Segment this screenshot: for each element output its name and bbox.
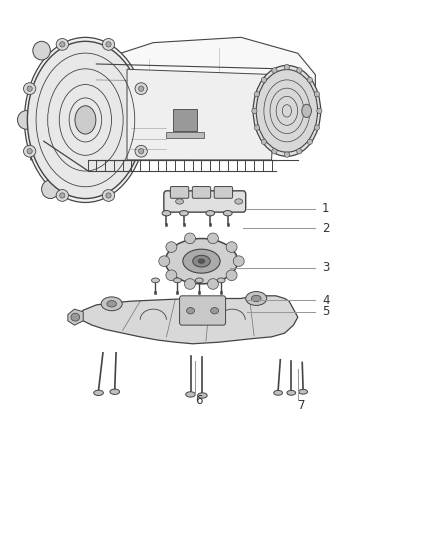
Ellipse shape: [184, 279, 195, 289]
Ellipse shape: [33, 42, 50, 60]
Ellipse shape: [302, 104, 311, 118]
Ellipse shape: [162, 211, 171, 216]
Ellipse shape: [217, 278, 225, 282]
FancyBboxPatch shape: [164, 191, 246, 212]
Ellipse shape: [27, 42, 143, 199]
Ellipse shape: [256, 69, 318, 152]
Ellipse shape: [226, 270, 237, 280]
Ellipse shape: [206, 211, 215, 216]
Polygon shape: [68, 309, 83, 325]
Ellipse shape: [299, 389, 307, 394]
Ellipse shape: [235, 199, 243, 204]
Ellipse shape: [297, 68, 302, 73]
Ellipse shape: [274, 390, 283, 395]
Text: 3: 3: [322, 261, 329, 274]
Ellipse shape: [251, 295, 261, 302]
Ellipse shape: [102, 38, 115, 50]
Polygon shape: [127, 69, 276, 160]
Text: 1: 1: [322, 203, 329, 215]
Ellipse shape: [208, 279, 219, 289]
Ellipse shape: [307, 139, 312, 144]
Ellipse shape: [233, 256, 244, 266]
Ellipse shape: [176, 199, 184, 204]
Text: 2: 2: [322, 222, 329, 235]
Ellipse shape: [193, 255, 210, 267]
Text: 5: 5: [322, 305, 329, 318]
Text: 7: 7: [298, 399, 305, 411]
Ellipse shape: [75, 106, 96, 134]
Ellipse shape: [211, 308, 219, 314]
Text: 4: 4: [322, 294, 329, 306]
FancyBboxPatch shape: [173, 109, 197, 131]
Ellipse shape: [223, 211, 232, 216]
Ellipse shape: [180, 211, 188, 216]
Ellipse shape: [173, 278, 181, 282]
FancyBboxPatch shape: [180, 296, 226, 325]
Ellipse shape: [186, 392, 195, 397]
Ellipse shape: [166, 242, 177, 253]
Ellipse shape: [297, 149, 302, 154]
Ellipse shape: [56, 190, 68, 201]
Ellipse shape: [60, 193, 65, 198]
Ellipse shape: [56, 38, 68, 50]
Ellipse shape: [184, 233, 195, 244]
Text: 6: 6: [195, 394, 202, 407]
Ellipse shape: [42, 180, 59, 198]
Ellipse shape: [198, 393, 207, 398]
Ellipse shape: [94, 390, 103, 395]
Ellipse shape: [102, 190, 115, 201]
Ellipse shape: [284, 152, 290, 157]
Ellipse shape: [110, 389, 120, 394]
FancyBboxPatch shape: [214, 187, 233, 198]
Ellipse shape: [246, 292, 267, 305]
Ellipse shape: [166, 239, 237, 284]
Ellipse shape: [284, 64, 290, 70]
Ellipse shape: [138, 149, 144, 154]
Ellipse shape: [71, 313, 80, 321]
Ellipse shape: [183, 249, 220, 273]
Ellipse shape: [254, 125, 259, 130]
Polygon shape: [79, 296, 298, 344]
Ellipse shape: [187, 308, 194, 314]
Ellipse shape: [152, 278, 159, 282]
Ellipse shape: [18, 111, 35, 130]
Ellipse shape: [135, 146, 147, 157]
Ellipse shape: [307, 77, 312, 83]
Ellipse shape: [27, 149, 32, 154]
Ellipse shape: [317, 108, 322, 114]
Ellipse shape: [198, 259, 205, 263]
Ellipse shape: [138, 86, 144, 91]
Ellipse shape: [195, 278, 203, 282]
Ellipse shape: [208, 233, 219, 244]
Ellipse shape: [101, 297, 122, 311]
Ellipse shape: [166, 270, 177, 280]
Ellipse shape: [253, 66, 321, 156]
Ellipse shape: [261, 139, 267, 144]
Ellipse shape: [272, 149, 277, 154]
Ellipse shape: [254, 92, 259, 97]
Ellipse shape: [261, 77, 267, 83]
Ellipse shape: [107, 301, 117, 307]
Ellipse shape: [135, 83, 147, 94]
FancyBboxPatch shape: [170, 187, 189, 198]
FancyBboxPatch shape: [192, 187, 211, 198]
Ellipse shape: [24, 83, 36, 94]
Ellipse shape: [106, 193, 111, 198]
Ellipse shape: [24, 146, 36, 157]
Ellipse shape: [159, 256, 170, 266]
Ellipse shape: [60, 42, 65, 47]
Ellipse shape: [272, 68, 277, 73]
Ellipse shape: [106, 42, 111, 47]
Ellipse shape: [252, 108, 257, 114]
Ellipse shape: [27, 86, 32, 91]
FancyBboxPatch shape: [166, 132, 204, 138]
Ellipse shape: [25, 37, 146, 203]
Ellipse shape: [314, 92, 320, 97]
Polygon shape: [31, 37, 315, 160]
Ellipse shape: [226, 242, 237, 253]
Ellipse shape: [314, 125, 320, 130]
Ellipse shape: [287, 390, 296, 395]
